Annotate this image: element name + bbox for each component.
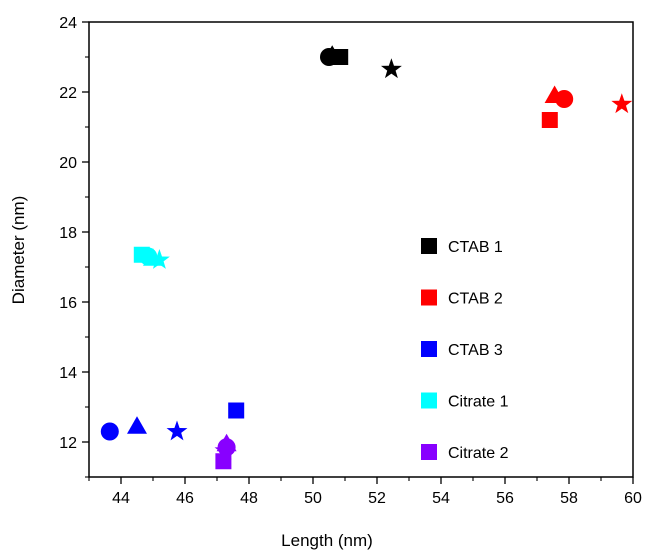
x-tick-label: 44: [112, 490, 130, 507]
data-point-ctab-3-circle: [100, 422, 119, 441]
x-tick-label: 60: [624, 490, 642, 507]
plot-frame: [88, 21, 634, 478]
x-tick-labels: 44 46 48 50 52 54 56 58 60: [112, 490, 642, 507]
y-tick-label: 12: [59, 435, 77, 452]
legend: CTAB 1 CTAB 2 CTAB 3 Citrate 1 Citrate 2: [421, 238, 509, 462]
data-point-ctab-3-triangle: [127, 416, 147, 434]
legend-label: Citrate 2: [448, 445, 509, 462]
data-point-ctab-3-star: [166, 420, 188, 441]
legend-swatch: [421, 444, 437, 460]
y-tick-label: 14: [59, 365, 77, 382]
y-tick-label: 24: [59, 15, 77, 32]
legend-swatch: [421, 238, 437, 254]
legend-swatch: [421, 289, 437, 306]
data-point-ctab-1-square: [332, 49, 349, 65]
y-tick-labels: 12 14 16 18 20 22 24: [59, 15, 77, 452]
y-axis-label: Diameter (nm): [9, 196, 28, 305]
data-point-citrate-1-star: [148, 249, 170, 269]
data-point-ctab-2-circle: [555, 90, 574, 108]
data-point-ctab-1-star: [380, 58, 402, 79]
y-tick-label: 20: [59, 155, 77, 172]
legend-swatch: [421, 341, 437, 357]
x-tick-label: 56: [496, 490, 514, 507]
x-tick-label: 46: [176, 490, 194, 507]
y-tick-label: 22: [59, 85, 77, 102]
legend-label: CTAB 2: [448, 291, 503, 308]
x-tick-label: 48: [240, 490, 258, 507]
legend-label: CTAB 1: [448, 239, 503, 256]
data-point-citrate-2-circle: [217, 438, 236, 457]
legend-label: Citrate 1: [448, 394, 509, 411]
y-tick-label: 16: [59, 295, 77, 312]
axis-ticks: [82, 21, 634, 484]
y-tick-label: 18: [59, 225, 77, 242]
x-tick-label: 52: [368, 490, 386, 507]
x-tick-label: 54: [432, 490, 450, 507]
data-markers: [100, 45, 633, 470]
x-tick-label: 58: [560, 490, 578, 507]
data-point-ctab-2-square: [541, 112, 558, 128]
x-axis-label: Length (nm): [281, 531, 373, 550]
data-point-ctab-2-star: [611, 93, 633, 114]
legend-label: CTAB 3: [448, 342, 503, 359]
x-tick-label: 50: [304, 490, 322, 507]
data-point-ctab-3-square: [228, 402, 245, 419]
legend-swatch: [421, 392, 437, 409]
